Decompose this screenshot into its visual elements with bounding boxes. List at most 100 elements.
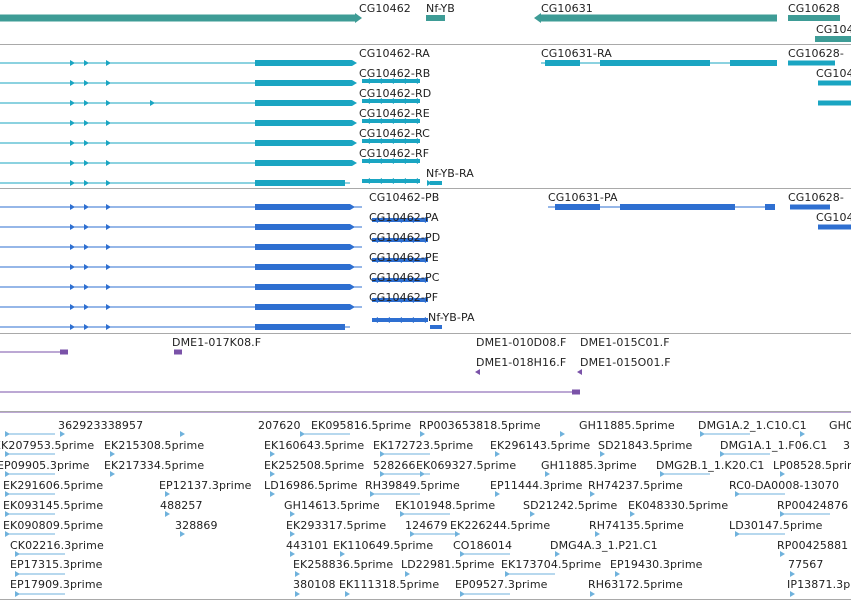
- est-label[interactable]: RP003653818.5prime: [419, 419, 541, 432]
- protein-label-cg10462-pe[interactable]: CG10462-PE: [369, 251, 439, 264]
- est-label[interactable]: EP17315.3prime: [10, 558, 103, 571]
- gene-label-cg10462[interactable]: CG10462: [359, 2, 411, 15]
- transcript-label-cg10462-rc[interactable]: CG10462-RC: [359, 127, 430, 140]
- est-label[interactable]: DMG1A.2_1.C10.C1: [698, 419, 807, 432]
- est-label[interactable]: 380108: [293, 578, 336, 591]
- est-label[interactable]: EK258836.5prime: [293, 558, 394, 571]
- est-label[interactable]: EK215308.5prime: [104, 439, 205, 452]
- transcript-label-cg10462-rb[interactable]: CG10462-RB: [359, 67, 431, 80]
- est-label[interactable]: EK296143.5prime: [490, 439, 591, 452]
- protein-label-cg10628[interactable]: CG10628-: [788, 191, 844, 204]
- est-label[interactable]: LD22981.5prime: [401, 558, 495, 571]
- protein-label-cg10631-pa[interactable]: CG10631-PA: [548, 191, 618, 204]
- est-label[interactable]: EP09905.3prime: [0, 459, 90, 472]
- est-label[interactable]: EK291606.5prime: [3, 479, 104, 492]
- est-label[interactable]: 488257: [160, 499, 203, 512]
- est-label[interactable]: SD21242.5prime: [523, 499, 618, 512]
- est-label[interactable]: LP08528.5prime: [773, 459, 851, 472]
- est-label[interactable]: 362923338957: [58, 419, 144, 432]
- est-label[interactable]: EK173704.5prime: [501, 558, 602, 571]
- est-label[interactable]: GH0: [829, 419, 851, 432]
- transcript-label-cg10462-re[interactable]: CG10462-RE: [359, 107, 430, 120]
- est-label[interactable]: DMG1A.1_1.F06.C1: [720, 439, 828, 452]
- est-label[interactable]: 528266: [373, 459, 416, 472]
- transcript-label-cg10462-rf[interactable]: CG10462-RF: [359, 147, 430, 160]
- est-label[interactable]: 328869: [175, 519, 218, 532]
- est-label[interactable]: EK048330.5prime: [628, 499, 729, 512]
- est-label[interactable]: EP17909.3prime: [10, 578, 103, 591]
- est-label[interactable]: EK172723.5prime: [373, 439, 474, 452]
- est-label[interactable]: EP12137.3prime: [159, 479, 252, 492]
- clone-label-dme1-015o01[interactable]: DME1-015O01.F: [580, 356, 671, 369]
- transcript-label-cg104[interactable]: CG104: [816, 67, 851, 80]
- est-label[interactable]: DMG4A.3_1.P21.C1: [550, 539, 658, 552]
- est-label[interactable]: EK093145.5prime: [3, 499, 104, 512]
- est-label[interactable]: EP09527.3prime: [455, 578, 548, 591]
- est-label[interactable]: RH74237.5prime: [588, 479, 683, 492]
- est-label[interactable]: EK069327.5prime: [416, 459, 517, 472]
- transcript-label-nf-yb-ra[interactable]: Nf-YB-RA: [426, 167, 474, 180]
- est-label[interactable]: EP19430.3prime: [610, 558, 703, 571]
- est-label[interactable]: EK226244.5prime: [450, 519, 551, 532]
- protein-label-cg104[interactable]: CG104: [816, 211, 851, 224]
- clone-label-dme1-017k08[interactable]: DME1-017K08.F: [172, 336, 262, 349]
- est-label[interactable]: EK217334.5prime: [104, 459, 205, 472]
- est-label[interactable]: CK02216.3prime: [10, 539, 104, 552]
- est-label[interactable]: SD21843.5prime: [598, 439, 693, 452]
- est-label[interactable]: GH14613.5prime: [284, 499, 380, 512]
- est-label[interactable]: EK111318.5prime: [339, 578, 440, 591]
- est-label[interactable]: EK095816.5prime: [311, 419, 412, 432]
- clone-label-dme1-010d08[interactable]: DME1-010D08.F: [476, 336, 567, 349]
- transcript-label-cg10462-rd[interactable]: CG10462-RD: [359, 87, 432, 100]
- protein-label-nf-yb-pa[interactable]: Nf-YB-PA: [428, 311, 475, 324]
- est-label[interactable]: EK101948.5prime: [395, 499, 496, 512]
- est-label[interactable]: RH39849.5prime: [365, 479, 460, 492]
- est-glyph: [660, 471, 665, 477]
- est-glyph: [5, 471, 10, 477]
- protein-label-cg10462-pc[interactable]: CG10462-PC: [369, 271, 440, 284]
- protein-label-cg10462-pb[interactable]: CG10462-PB: [369, 191, 440, 204]
- est-label[interactable]: EK252508.5prime: [264, 459, 365, 472]
- transcript-label-cg10462-ra[interactable]: CG10462-RA: [359, 47, 430, 60]
- protein-label-cg10462-pa[interactable]: CG10462-PA: [369, 211, 439, 224]
- protein-label-cg10462-pd[interactable]: CG10462-PD: [369, 231, 441, 244]
- transcript-label-cg10631-ra[interactable]: CG10631-RA: [541, 47, 612, 60]
- gene-label-cg104[interactable]: CG104: [816, 23, 851, 36]
- est-label[interactable]: EP11444.3prime: [490, 479, 583, 492]
- est-label[interactable]: RC0-DA0008-13070: [729, 479, 840, 492]
- est-label[interactable]: GH11885.5prime: [579, 419, 675, 432]
- protein-exon-marker: [106, 284, 111, 290]
- clone-label-dme1-015c01[interactable]: DME1-015C01.F: [580, 336, 670, 349]
- est-label[interactable]: LD16986.5prime: [264, 479, 358, 492]
- est-label[interactable]: EK207953.5prime: [0, 439, 95, 452]
- est-label[interactable]: CO186014: [453, 539, 513, 552]
- est-label[interactable]: RH74135.5prime: [589, 519, 684, 532]
- est-label[interactable]: EK293317.5prime: [286, 519, 387, 532]
- est-glyph: [370, 491, 375, 497]
- est-label[interactable]: EK160643.5prime: [264, 439, 365, 452]
- transcript-exon-marker: [106, 180, 111, 186]
- transcript-reverse-arrow: [389, 98, 394, 104]
- est-label[interactable]: EK090809.5prime: [3, 519, 104, 532]
- transcript-label-cg10628[interactable]: CG10628-: [788, 47, 844, 60]
- clone-label-dme1-018h16[interactable]: DME1-018H16.F: [476, 356, 567, 369]
- protein-reverse-arrow: [397, 317, 402, 323]
- est-label[interactable]: 3: [843, 439, 851, 452]
- est-label[interactable]: RH63172.5prime: [588, 578, 683, 591]
- est-label[interactable]: IP13871.3prime: [787, 578, 851, 591]
- est-label[interactable]: 124679: [405, 519, 448, 532]
- gene-label-cg10631[interactable]: CG10631: [541, 2, 593, 15]
- est-label[interactable]: RP00425881: [777, 539, 849, 552]
- protein-label-cg10462-pf[interactable]: CG10462-PF: [369, 291, 439, 304]
- est-label[interactable]: RP00424876: [777, 499, 849, 512]
- gene-label-nf-yb[interactable]: Nf-YB: [426, 2, 455, 15]
- est-label[interactable]: 443101: [286, 539, 329, 552]
- est-label[interactable]: DMG2B.1_1.K20.C1: [656, 459, 765, 472]
- protein-exon-marker: [70, 284, 75, 290]
- est-label[interactable]: 77567: [788, 558, 824, 571]
- est-label[interactable]: LD30147.5prime: [729, 519, 823, 532]
- gene-label-cg10628[interactable]: CG10628: [788, 2, 840, 15]
- est-label[interactable]: 207620: [258, 419, 301, 432]
- est-label[interactable]: GH11885.3prime: [541, 459, 637, 472]
- est-label[interactable]: EK110649.5prime: [333, 539, 434, 552]
